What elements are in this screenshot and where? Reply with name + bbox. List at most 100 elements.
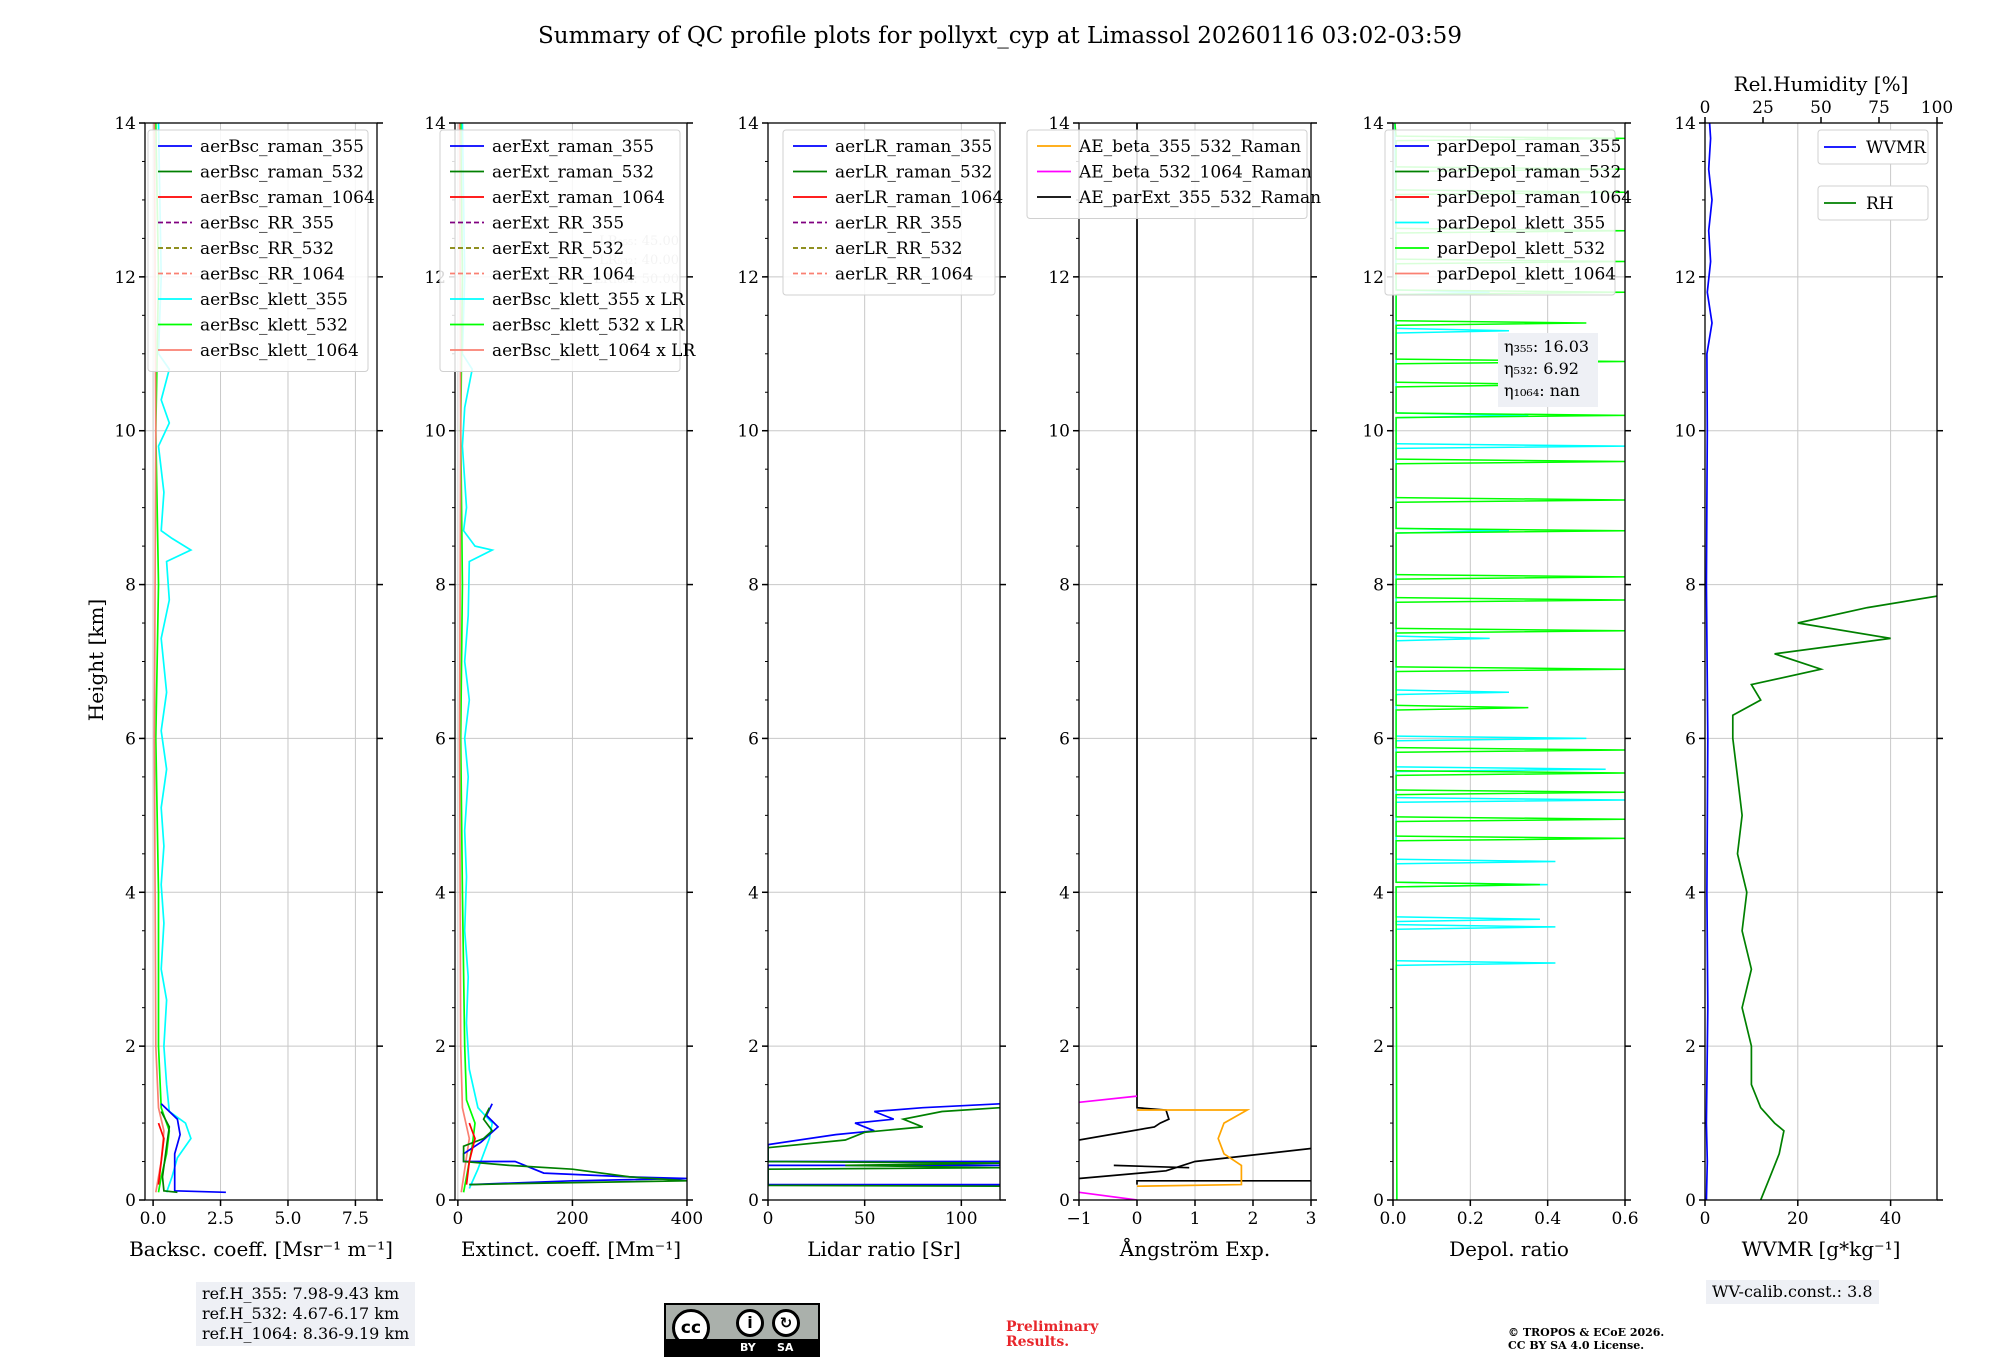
plot-area bbox=[458, 123, 687, 1193]
series-line-RH bbox=[1731, 595, 1937, 1200]
eta-note-text: η₃₅₅: 16.03 bbox=[1504, 337, 1589, 356]
series-line-aerBsc_raman_532 bbox=[160, 1111, 178, 1194]
xtick-label: 50 bbox=[854, 1209, 876, 1229]
license-strip bbox=[666, 1339, 818, 1355]
ytick-label: 10 bbox=[1674, 422, 1696, 442]
legend-label: aerLR_RR_1064 bbox=[835, 265, 973, 285]
page-title: Summary of QC profile plots for pollyxt_… bbox=[538, 23, 1462, 49]
ytick-label: 4 bbox=[435, 883, 446, 903]
series-line-aerExt_raman_355 bbox=[462, 1103, 687, 1186]
plot-area bbox=[1079, 123, 1311, 1200]
top-xtick-label: 0 bbox=[1700, 98, 1711, 118]
ytick-label: 6 bbox=[1373, 729, 1384, 749]
series-line-aerExt_raman_532 bbox=[462, 1107, 687, 1186]
reference-height-box: ref.H_355: 7.98-9.43 km ref.H_532: 4.67-… bbox=[196, 1282, 416, 1346]
legend-label: aerBsc_klett_355 x LR bbox=[492, 290, 686, 310]
legend-label: aerLR_RR_532 bbox=[835, 239, 962, 259]
by-label: BY bbox=[740, 1341, 756, 1354]
series-line-AE_beta_532_1064_Raman_b bbox=[1079, 1191, 1138, 1200]
series-line-WVMR bbox=[1705, 123, 1713, 1200]
ytick-label: 0 bbox=[1059, 1191, 1070, 1211]
xtick-label: 400 bbox=[671, 1209, 703, 1229]
xtick-label: 0 bbox=[1132, 1209, 1143, 1229]
legend-label: aerLR_raman_355 bbox=[835, 137, 992, 157]
copyright-line-2: CC BY SA 4.0 License. bbox=[1508, 1339, 1645, 1352]
legend-label: aerBsc_klett_532 x LR bbox=[492, 316, 686, 336]
legend-label: aerBsc_RR_355 bbox=[200, 214, 334, 234]
shared-ylabel: Height [km] bbox=[84, 599, 108, 721]
by-person-icon: i bbox=[736, 1309, 764, 1337]
legend-label: aerBsc_raman_532 bbox=[200, 163, 364, 183]
legend-label: RH bbox=[1866, 194, 1894, 214]
legend-label: aerBsc_RR_1064 bbox=[200, 265, 345, 285]
ytick-label: 6 bbox=[748, 729, 759, 749]
ytick-label: 8 bbox=[435, 576, 446, 596]
ytick-label: 10 bbox=[424, 422, 446, 442]
xtick-label: 100 bbox=[945, 1209, 977, 1229]
preliminary-line-2: Results. bbox=[1006, 1334, 1070, 1350]
ytick-label: 2 bbox=[1685, 1037, 1696, 1057]
xtick-label: 40 bbox=[1880, 1209, 1902, 1229]
ytick-label: 10 bbox=[114, 422, 136, 442]
series-line-aerBsc_raman_1064 bbox=[157, 1122, 165, 1185]
ytick-label: 6 bbox=[125, 729, 136, 749]
top-xtick-label: 25 bbox=[1752, 98, 1774, 118]
ytick-label: 14 bbox=[1048, 114, 1070, 134]
xtick-label: 2.5 bbox=[207, 1209, 234, 1229]
legend-label: parDepol_raman_532 bbox=[1437, 163, 1621, 183]
legend-label: aerBsc_klett_1064 bbox=[200, 341, 359, 361]
legend-label: parDepol_klett_355 bbox=[1437, 214, 1605, 234]
eta-note-text: η₅₃₂: 6.92 bbox=[1504, 359, 1579, 378]
plot-area bbox=[768, 1102, 1000, 1188]
ytick-label: 10 bbox=[737, 422, 759, 442]
ytick-label: 14 bbox=[1362, 114, 1384, 134]
ytick-label: 8 bbox=[1059, 576, 1070, 596]
legend-box bbox=[782, 129, 996, 296]
xtick-label: 0.4 bbox=[1534, 1209, 1561, 1229]
xtick-label: 5.0 bbox=[274, 1209, 301, 1229]
legend-label: aerBsc_raman_1064 bbox=[200, 188, 375, 208]
series-line-aerBsc_klett_1064 x LR bbox=[458, 123, 471, 1193]
ytick-label: 0 bbox=[1685, 1191, 1696, 1211]
xtick-label: 0 bbox=[1700, 1209, 1711, 1229]
x-axis-label: Depol. ratio bbox=[1449, 1237, 1569, 1261]
ytick-label: 8 bbox=[748, 576, 759, 596]
series-line-aerLR_raman_532 bbox=[768, 1106, 1000, 1188]
xtick-label: −1 bbox=[1066, 1209, 1091, 1229]
ytick-label: 14 bbox=[1674, 114, 1696, 134]
xtick-label: 1 bbox=[1190, 1209, 1201, 1229]
eta-note-text: η₁₀₆₄: nan bbox=[1504, 381, 1580, 400]
xtick-label: 0.0 bbox=[140, 1209, 167, 1229]
legend-label: aerExt_raman_355 bbox=[492, 137, 654, 157]
ytick-label: 14 bbox=[424, 114, 446, 134]
legend-label: aerBsc_klett_1064 x LR bbox=[492, 341, 696, 361]
xtick-label: 0.0 bbox=[1379, 1209, 1406, 1229]
ytick-label: 6 bbox=[1685, 729, 1696, 749]
ytick-label: 4 bbox=[1059, 883, 1070, 903]
xtick-label: 2 bbox=[1248, 1209, 1259, 1229]
legend-label: aerLR_RR_355 bbox=[835, 214, 962, 234]
plot-area bbox=[153, 123, 226, 1194]
legend-box bbox=[439, 129, 681, 372]
copyright-note: © TROPOS & ECoE 2026. CC BY SA 4.0 Licen… bbox=[1508, 1326, 1664, 1352]
ytick-label: 12 bbox=[1362, 268, 1384, 288]
series-line-AE_beta_532_1064_Raman bbox=[1079, 1095, 1138, 1104]
ytick-label: 4 bbox=[748, 883, 759, 903]
x-axis-label: Extinct. coeff. [Mm⁻¹] bbox=[461, 1237, 681, 1261]
legend-label: aerExt_raman_532 bbox=[492, 163, 654, 183]
ytick-label: 4 bbox=[1685, 883, 1696, 903]
ytick-label: 12 bbox=[1674, 268, 1696, 288]
ytick-label: 8 bbox=[1685, 576, 1696, 596]
series-line-AE_parExt_355_532_Raman bbox=[1079, 123, 1170, 1141]
x-axis-label: Lidar ratio [Sr] bbox=[807, 1237, 961, 1261]
top-x-axis-label: Rel.Humidity [%] bbox=[1734, 72, 1909, 96]
legend-label: WVMR bbox=[1866, 138, 1927, 158]
series-line-AE_parExt_355_532_Raman_d bbox=[1136, 1179, 1311, 1185]
series-line-aerExt_raman_1064 bbox=[465, 1122, 476, 1185]
legend-label: parDepol_klett_1064 bbox=[1437, 265, 1616, 285]
ytick-label: 0 bbox=[748, 1191, 759, 1211]
xtick-label: 200 bbox=[556, 1209, 588, 1229]
